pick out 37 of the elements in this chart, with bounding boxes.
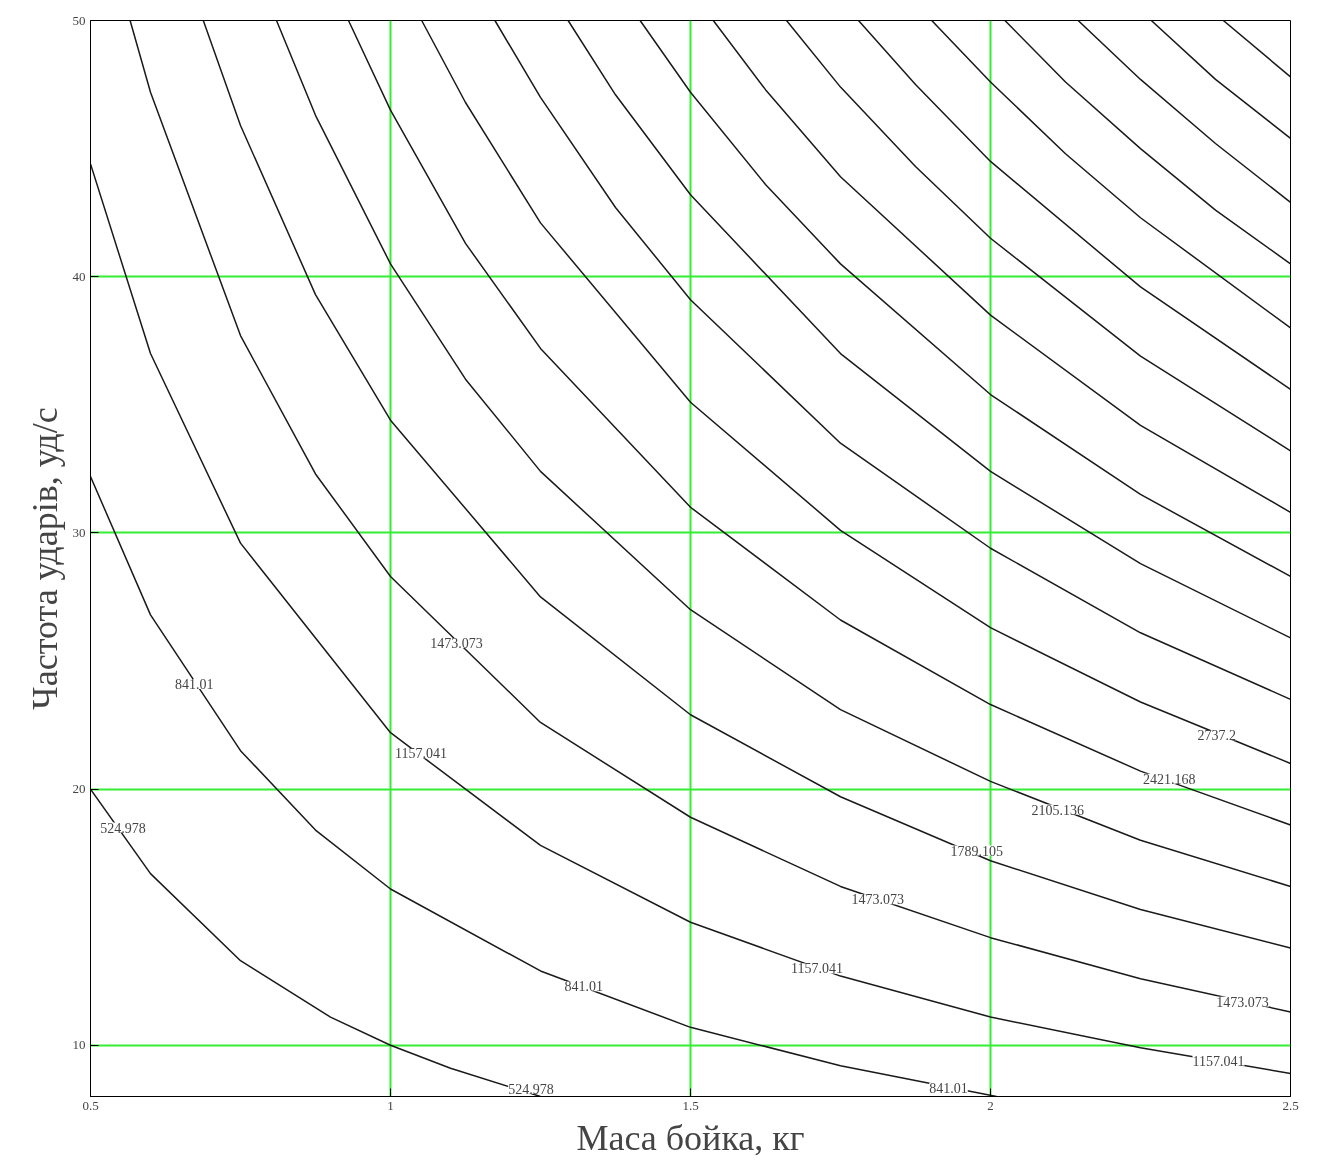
x-tick-label: 2.5 — [1282, 1097, 1299, 1113]
line-series — [930, 20, 1291, 329]
annotation: 1157.041 — [791, 961, 844, 977]
line-series — [494, 20, 1291, 701]
y-tick-label: 50 — [72, 12, 86, 28]
y-tick-label: 40 — [72, 268, 86, 284]
annotation: 2105.136 — [1031, 802, 1084, 818]
line-series — [639, 20, 1291, 578]
annotation: 1789.105 — [950, 843, 1003, 859]
x-tick-label: 1 — [387, 1097, 394, 1113]
annotation: 2421.168 — [1143, 771, 1196, 787]
y-tick-label: 10 — [72, 1037, 86, 1053]
x-tick-label: 0.5 — [82, 1097, 99, 1113]
annotation: 841.01 — [564, 979, 603, 995]
annotation: 524.978 — [100, 820, 146, 836]
line-series — [857, 20, 1291, 391]
annotation: 1157.041 — [395, 746, 448, 762]
annotation: 2737.2 — [1197, 728, 1236, 744]
annotation: 841.01 — [929, 1080, 968, 1096]
annotation: 1157.041 — [1192, 1053, 1245, 1069]
line-series — [1004, 20, 1291, 265]
line-series — [90, 163, 1291, 1075]
annotation: 1473.073 — [1216, 994, 1269, 1010]
annotation: 524.978 — [508, 1081, 554, 1097]
x-tick-label: 2 — [987, 1097, 994, 1113]
y-tick-label: 30 — [72, 524, 86, 540]
y-axis-title: Частота ударів, уд/с — [24, 407, 65, 710]
annotation: 1473.073 — [430, 636, 483, 652]
x-tick-label: 1.5 — [682, 1097, 699, 1113]
annotation: 1473.073 — [851, 892, 904, 908]
line-series — [712, 20, 1291, 514]
x-axis-title: Маса бойка, кг — [576, 1117, 805, 1158]
y-tick-label: 20 — [72, 781, 86, 797]
annotation: 841.01 — [175, 677, 214, 693]
line-series — [785, 20, 1291, 452]
line-series — [567, 20, 1291, 639]
line-series — [1077, 20, 1291, 204]
